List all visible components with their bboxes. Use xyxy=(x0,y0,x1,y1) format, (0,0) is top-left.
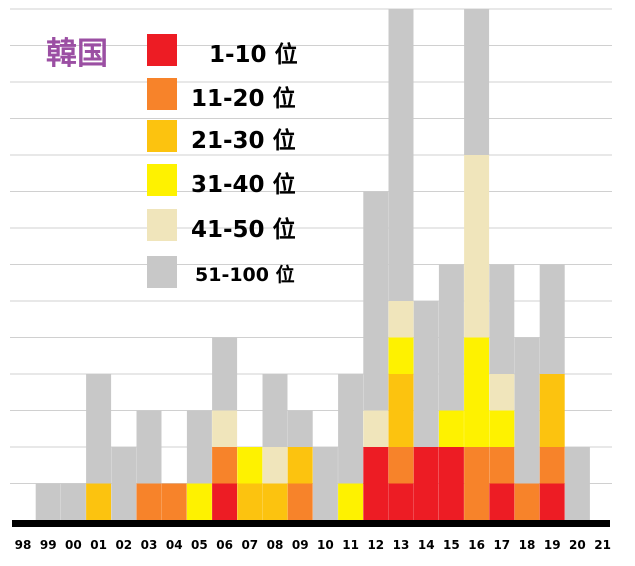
bar-segment xyxy=(438,447,464,520)
x-tick-label: 16 xyxy=(468,538,485,552)
bar-segment xyxy=(338,374,364,484)
gridlines xyxy=(10,8,612,484)
bar-segment xyxy=(489,374,515,411)
x-tick-label: 08 xyxy=(267,538,284,552)
bar-segment xyxy=(338,483,364,520)
bar-segment xyxy=(262,483,288,520)
x-tick-label: 09 xyxy=(292,538,309,552)
bar-segment xyxy=(287,483,313,520)
bar-segment xyxy=(388,301,414,338)
x-tick-label: 03 xyxy=(141,538,158,552)
bar-segment xyxy=(86,374,112,484)
x-tick-label: 02 xyxy=(115,538,132,552)
bar-segment xyxy=(86,483,112,520)
bar-segment xyxy=(161,483,187,520)
bar-segment xyxy=(388,374,414,447)
bar-segment xyxy=(262,374,288,447)
bar-segment xyxy=(212,337,238,411)
bar-segment xyxy=(212,410,238,447)
bar-segment xyxy=(489,447,515,484)
x-tick-label: 99 xyxy=(40,538,57,552)
x-tick-label: 98 xyxy=(15,538,32,552)
x-tick-label: 01 xyxy=(90,538,107,552)
bar-segment xyxy=(438,264,464,411)
x-tick-label: 07 xyxy=(241,538,258,552)
bar-segment xyxy=(287,410,313,447)
bar-segment xyxy=(363,410,389,447)
x-axis-baseline xyxy=(12,520,610,527)
bar-segment xyxy=(388,447,414,484)
bar-segment xyxy=(186,410,212,484)
bar-segment xyxy=(287,447,313,484)
bar-segment xyxy=(489,264,515,374)
x-tick-label: 20 xyxy=(569,538,586,552)
x-tick-label: 11 xyxy=(342,538,359,552)
bar-segment xyxy=(262,447,288,484)
bar-segment xyxy=(212,447,238,484)
x-tick-label: 00 xyxy=(65,538,82,552)
bar-segment xyxy=(111,447,137,520)
bar-segment xyxy=(212,483,238,520)
bar-segment xyxy=(388,483,414,520)
bar-segment xyxy=(312,447,338,520)
bar-segment xyxy=(388,337,414,374)
bar-segment xyxy=(514,337,540,484)
bar-segment xyxy=(464,155,490,338)
bar-segment xyxy=(237,483,263,520)
x-tick-label: 10 xyxy=(317,538,334,552)
x-tick-label: 21 xyxy=(594,538,611,552)
bar-segment xyxy=(388,9,414,301)
bar-segment xyxy=(539,374,565,447)
bar-segment xyxy=(35,483,61,520)
bar-segment xyxy=(438,410,464,447)
bar-segment xyxy=(136,410,162,484)
bar-segment xyxy=(186,483,212,520)
bar-segment xyxy=(464,9,490,155)
x-tick-label: 12 xyxy=(367,538,384,552)
bar-segment xyxy=(464,447,490,520)
x-tick-label: 05 xyxy=(191,538,208,552)
bar-segment xyxy=(363,447,389,520)
x-tick-label: 17 xyxy=(493,538,510,552)
x-tick-label: 14 xyxy=(418,538,435,552)
bar-segment xyxy=(514,483,540,520)
bar-segment xyxy=(539,447,565,484)
x-tick-label: 19 xyxy=(544,538,561,552)
bar-segment xyxy=(564,447,590,520)
x-tick-label: 04 xyxy=(166,538,183,552)
bar-segment xyxy=(237,447,263,484)
bars xyxy=(35,9,590,520)
bar-segment xyxy=(413,301,439,447)
bar-segment xyxy=(489,483,515,520)
bar-segment xyxy=(60,483,86,520)
bar-segment xyxy=(136,483,162,520)
bar-segment xyxy=(413,447,439,520)
bar-segment xyxy=(539,483,565,520)
x-tick-label: 18 xyxy=(519,538,536,552)
bar-segment xyxy=(539,264,565,374)
x-tick-label: 13 xyxy=(393,538,410,552)
x-tick-label: 15 xyxy=(443,538,460,552)
x-tick-labels: 98 99 00 01 02 03 04 05 06 07 08 09 10 11 12 13 14 15 16 17… xyxy=(15,538,611,552)
bar-segment xyxy=(464,337,490,447)
x-tick-label: 06 xyxy=(216,538,233,552)
bar-segment xyxy=(489,410,515,447)
bar-segment xyxy=(363,191,389,411)
